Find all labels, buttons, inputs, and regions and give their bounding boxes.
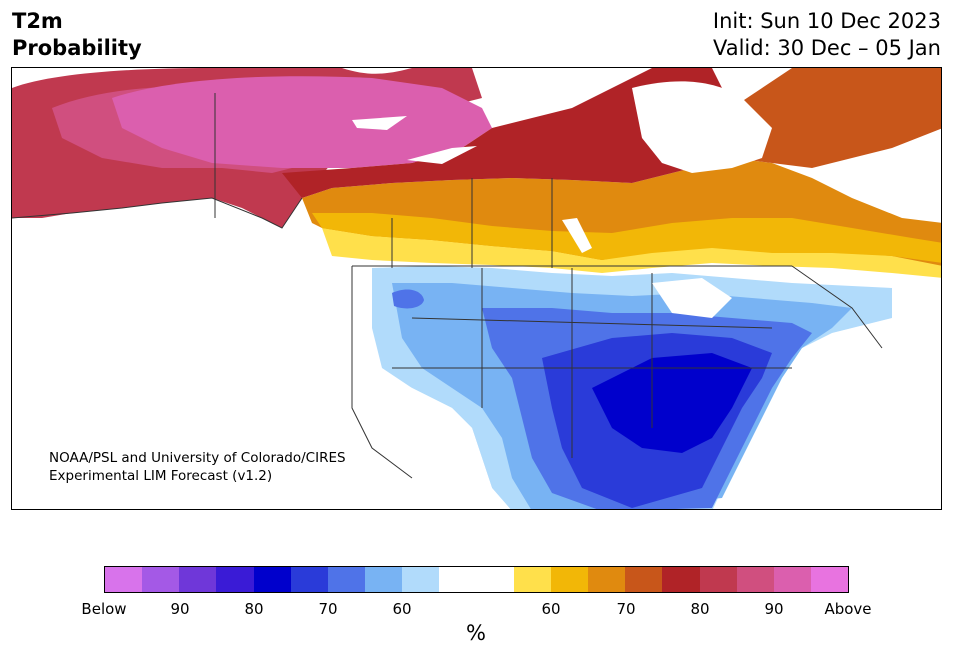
colorbar-segment	[662, 567, 700, 592]
colorbar-segment	[105, 567, 143, 592]
colorbar-segment	[365, 567, 403, 592]
cold-core	[592, 353, 752, 453]
colorbar-tick-label: Above	[824, 600, 872, 618]
colorbar-segment	[179, 567, 217, 592]
mexico-land	[352, 368, 511, 509]
warm-band-quebec	[712, 68, 941, 168]
init-date: Init: Sun 10 Dec 2023	[712, 9, 941, 33]
colorbar-segment	[476, 567, 514, 592]
credit-line-1: NOAA/PSL and University of Colorado/CIRE…	[49, 450, 346, 466]
forecast-dates: Init: Sun 10 Dec 2023 Valid: 30 Dec – 05…	[713, 8, 941, 62]
colorbar-segment	[402, 567, 440, 592]
colorbar-segment	[327, 567, 366, 592]
colorbar-tick-label: 70	[318, 600, 338, 618]
colorbar-tick-label: 60	[392, 600, 412, 618]
colorbar-segment	[625, 567, 663, 592]
colorbar-tick-label: 90	[764, 600, 784, 618]
warm-band-red	[282, 68, 732, 198]
forecast-map	[11, 67, 942, 510]
variable-label: T2m	[12, 9, 63, 33]
colorbar-tick-label: 80	[690, 600, 710, 618]
map-canvas	[12, 68, 941, 509]
colorbar-tick-label: 60	[541, 600, 561, 618]
colorbar-segment	[550, 567, 589, 592]
colorbar-segment	[588, 567, 626, 592]
colorbar-tick-label: 70	[616, 600, 636, 618]
hudson-bay	[632, 81, 772, 173]
colorbar-tick-label: 80	[244, 600, 264, 618]
lake-winnipeg	[562, 218, 592, 253]
colorbar-tick-label: Below	[81, 600, 127, 618]
colorbar-tick-label: 90	[170, 600, 190, 618]
great-bear-lake	[352, 116, 407, 130]
colorbar-segment	[142, 567, 180, 592]
great-slave-lake	[407, 146, 477, 164]
colorbar-segment	[290, 567, 328, 592]
colorbar-segment	[216, 567, 254, 592]
colorbar-segment	[736, 567, 774, 592]
warm-band-yellow	[322, 228, 941, 278]
colorbar-segment	[699, 567, 737, 592]
colorbar-segment	[439, 567, 477, 592]
credit-line-2: Experimental LIM Forecast (v1.2)	[49, 468, 273, 484]
subtitle-label: Probability	[12, 36, 142, 60]
colorbar-segment	[253, 567, 291, 592]
colorbar-segment	[773, 567, 811, 592]
cold-spot-west	[392, 289, 424, 309]
warm-band-gold	[312, 213, 941, 263]
colorbar-unit: %	[466, 621, 486, 645]
great-lakes	[652, 278, 732, 318]
colorbar	[104, 566, 849, 593]
map-title: T2m Probability	[12, 8, 142, 62]
colorbar-segment	[810, 567, 849, 592]
colorbar-segment	[513, 567, 551, 592]
valid-date: Valid: 30 Dec – 05 Jan	[712, 36, 941, 60]
warm-region-canada-core	[112, 76, 492, 168]
credit-text: NOAA/PSL and University of Colorado/CIRE…	[49, 449, 346, 485]
border-lines	[12, 93, 883, 479]
